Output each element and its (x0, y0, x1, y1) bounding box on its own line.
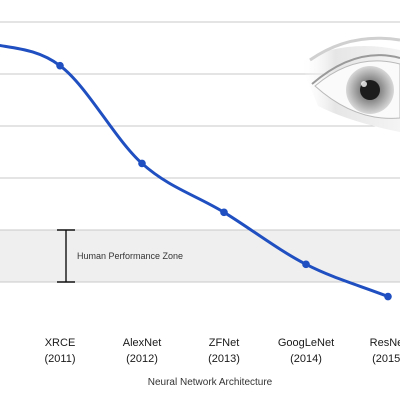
x-axis-label: Neural Network Architecture (148, 377, 273, 388)
x-tick-year: (2012) (126, 353, 158, 365)
background-layer (0, 230, 400, 282)
series-line (0, 43, 390, 299)
x-tick-label: AlexNet (123, 337, 162, 349)
x-tick-year: (2015) (372, 353, 400, 365)
x-tick-label: ZFNet (209, 337, 240, 349)
data-point (56, 61, 64, 70)
x-tick-year: (2014) (290, 353, 322, 365)
x-tick-label: ResNet (370, 337, 400, 349)
annotation-label: Human Performance Zone (77, 251, 183, 261)
eye-icon (300, 36, 400, 132)
series-layer (0, 43, 392, 301)
x-tick-year: (2013) (208, 353, 240, 365)
x-tick-label: GoogLeNet (278, 337, 334, 349)
data-point (220, 208, 228, 217)
annotation-layer: Human Performance Zone (57, 229, 183, 283)
data-point (302, 260, 310, 269)
x-tick-label: XRCE (45, 337, 76, 349)
data-point (138, 159, 146, 168)
human-performance-band (0, 230, 400, 282)
x-tick-labels: ILSVRC(2010)XRCE(2011)AlexNet(2012)ZFNet… (45, 337, 400, 365)
data-point (384, 292, 392, 301)
x-tick-year: (2011) (45, 353, 76, 365)
